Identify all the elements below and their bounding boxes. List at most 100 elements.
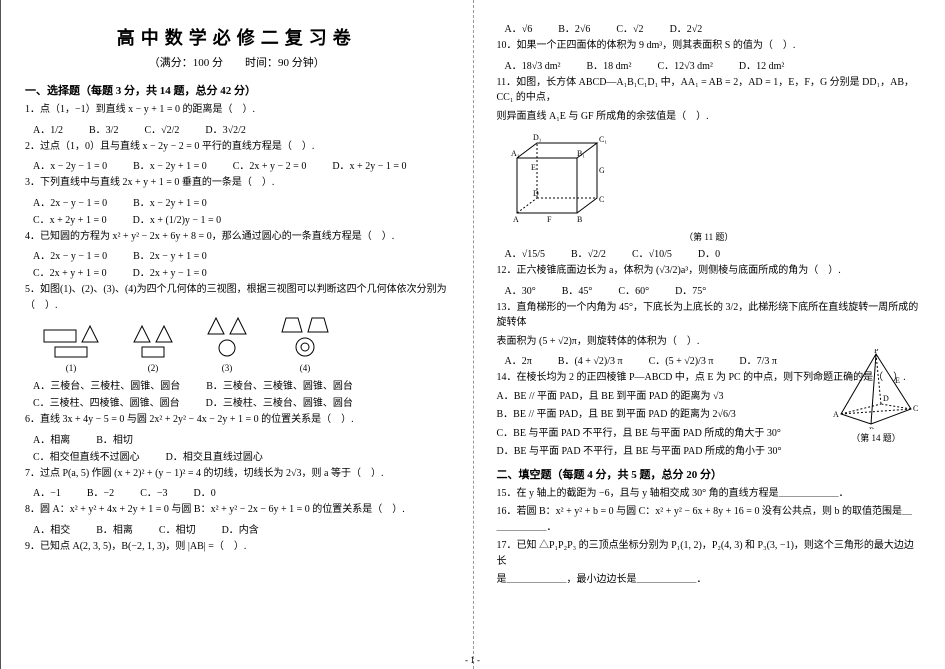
q11-options: A．√15/5 B．√2/2 C．√10/5 D．0 xyxy=(505,245,922,260)
svg-text:A₁: A₁ xyxy=(511,149,520,158)
svg-text:D: D xyxy=(883,394,889,403)
q12-opt-c: C．60° xyxy=(618,282,649,297)
figure-3: (3) xyxy=(207,317,247,373)
q14-opt-d: D．BE 与平面 PAD 不平行，且 BE 与平面 PAD 所成的角小于 30° xyxy=(497,444,922,460)
q4-opt-a: A．2x − y − 1 = 0 xyxy=(33,247,107,262)
rect-icon xyxy=(141,346,165,358)
svg-text:B: B xyxy=(869,426,874,429)
svg-text:C: C xyxy=(913,404,918,413)
q5-options-2: C．三棱柱、四棱锥、圆锥、圆台 D．三棱柱、三棱台、圆锥、圆台 xyxy=(33,394,449,409)
q12-opt-a: A．30° xyxy=(505,282,536,297)
q13-opt-a: A．2π xyxy=(505,352,532,367)
fig4-label: (4) xyxy=(300,363,311,373)
svg-text:B₁: B₁ xyxy=(577,149,585,158)
q2-opt-c: C．2x + y − 2 = 0 xyxy=(233,157,307,172)
q11-caption: （第 11 题） xyxy=(497,230,922,243)
q14: 14．在棱长均为 2 的正四棱锥 P—ABCD 中，点 E 为 PC 的中点，则… xyxy=(497,370,922,386)
q1-opt-a: A．1/2 xyxy=(33,121,63,136)
q4: 4．已知圆的方程为 x² + y² − 2x + 6y + 8 = 0，那么通过… xyxy=(25,229,449,245)
q6-opt-a: A．相离 xyxy=(33,431,70,446)
ring-icon xyxy=(294,336,316,358)
section-2-head: 二、填空题（每题 4 分，共 5 题，总分 20 分） xyxy=(497,466,922,482)
q5-opt-c: C．三棱柱、四棱锥、圆锥、圆台 xyxy=(33,394,180,409)
q6-opt-c: C．相交但直线不过圆心 xyxy=(33,448,140,463)
q1: 1．点（1，−1）到直线 x − y + 1 = 0 的距离是（ ）. xyxy=(25,102,449,118)
time-limit: 时间：90 分钟） xyxy=(245,57,325,69)
circle-icon xyxy=(217,338,237,358)
q8: 8．圆 A：x² + y² + 4x + 2y + 1 = 0 与圆 B：x² … xyxy=(25,502,449,518)
svg-text:D: D xyxy=(533,189,539,198)
q8-opt-d: D．内含 xyxy=(222,521,259,536)
q8-opt-c: C．相切 xyxy=(159,521,196,536)
trapezoid-icon xyxy=(307,317,329,333)
q13-line1: 13．直角梯形的一个内角为 45°，下底长为上底长的 3/2，此梯形绕下底所在直… xyxy=(497,300,922,331)
q8-opt-b: B．相离 xyxy=(96,521,133,536)
q4-options-2: C．2x + y + 1 = 0 D．2x + y − 1 = 0 xyxy=(33,264,449,279)
q2-opt-b: B．x − 2y + 1 = 0 xyxy=(133,157,207,172)
triangle-icon xyxy=(155,325,173,343)
q9: 9．已知点 A(2, 3, 5)，B(−2, 1, 3)，则 |AB| =（ ）… xyxy=(25,539,449,555)
q3-opt-d: D．x + (1/2)y − 1 = 0 xyxy=(133,211,222,226)
q13-opt-b: B．(4 + √2)/3 π xyxy=(558,352,623,367)
q8-options: A．相交 B．相离 C．相切 D．内含 xyxy=(33,521,449,536)
q8-opt-a: A．相交 xyxy=(33,521,70,536)
q17-line2: 是＿＿＿＿＿＿，最小边边长是＿＿＿＿＿＿． xyxy=(497,572,922,588)
q3: 3．下列直线中与直线 2x + y + 1 = 0 垂直的一条是（ ）. xyxy=(25,175,449,191)
q10-options: A．18√3 dm² B．18 dm² C．12√3 dm² D．12 dm² xyxy=(505,57,922,72)
q4-opt-d: D．2x + y − 1 = 0 xyxy=(133,264,207,279)
svg-text:D₁: D₁ xyxy=(533,133,542,142)
right-column: A．√6 B．2√6 C．√2 D．2√2 10．如果一个正四面体的体积为 9 … xyxy=(473,0,945,669)
q9-opt-a: A．√6 xyxy=(505,20,533,35)
q11-opt-a: A．√15/5 xyxy=(505,245,546,260)
triangle-icon xyxy=(207,317,225,335)
q9-options: A．√6 B．2√6 C．√2 D．2√2 xyxy=(505,20,922,35)
q5-opt-a: A．三棱台、三棱柱、圆锥、圆台 xyxy=(33,377,180,392)
q5-options-1: A．三棱台、三棱柱、圆锥、圆台 B．三棱台、三棱锥、圆锥、圆台 xyxy=(33,377,449,392)
triangle-icon xyxy=(81,325,99,343)
q4-options-1: A．2x − y − 1 = 0 B．2x − y + 1 = 0 xyxy=(33,247,449,262)
q3-options-1: A．2x − y − 1 = 0 B．x − 2y + 1 = 0 xyxy=(33,194,449,209)
q7-opt-c: C．−3 xyxy=(140,484,167,499)
svg-text:P: P xyxy=(874,349,879,355)
q7-opt-d: D．0 xyxy=(194,484,216,499)
left-column: 高中数学必修二复习卷 （满分：100 分 时间：90 分钟） 一、选择题（每题 … xyxy=(0,0,473,669)
cube-icon: A B C D A₁ B₁ C₁ D₁ F G E xyxy=(497,128,607,228)
q5-opt-d: D．三棱柱、三棱台、圆锥、圆台 xyxy=(206,394,353,409)
q2: 2．过点（1，0）且与直线 x − 2y − 2 = 0 平行的直线方程是（ ）… xyxy=(25,139,449,155)
exam-subtitle: （满分：100 分 时间：90 分钟） xyxy=(25,54,449,70)
fig3-label: (3) xyxy=(222,363,233,373)
exam-title: 高中数学必修二复习卷 xyxy=(25,24,449,50)
q2-options: A．x − 2y − 1 = 0 B．x − 2y + 1 = 0 C．2x +… xyxy=(33,157,449,172)
q3-opt-c: C．x + 2y + 1 = 0 xyxy=(33,211,107,226)
q12: 12．正六棱锥底面边长为 a，体积为 (√3/2)a³，则侧棱与底面所成的角为（… xyxy=(497,263,922,279)
q11-opt-c: C．√10/5 xyxy=(632,245,672,260)
q7: 7．过点 P(a, 5) 作圆 (x + 2)² + (y − 1)² = 4 … xyxy=(25,466,449,482)
q1-opt-c: C．√2/2 xyxy=(144,121,179,136)
q5: 5．如图(1)、(2)、(3)、(4)为四个几何体的三视图，根据三视图可以判断这… xyxy=(25,282,449,313)
q5-figures: (1) (2) (3) xyxy=(43,317,449,373)
q3-opt-a: A．2x − y − 1 = 0 xyxy=(33,194,107,209)
rect-icon xyxy=(43,329,77,343)
q17-line1: 17．已知 △P₁P₂P₃ 的三顶点坐标分别为 P₁(1, 2)，P₂(4, 3… xyxy=(497,538,922,569)
q11-figure: A B C D A₁ B₁ C₁ D₁ F G E （第 11 题） xyxy=(497,128,922,243)
q11-line1: 11．如图，长方体 ABCD—A₁B₁C₁D₁ 中，AA₁ = AB = 2，A… xyxy=(497,75,922,106)
q2-opt-a: A．x − 2y − 1 = 0 xyxy=(33,157,107,172)
q5-opt-b: B．三棱台、三棱锥、圆锥、圆台 xyxy=(206,377,353,392)
q9-opt-b: B．2√6 xyxy=(558,20,590,35)
figure-1: (1) xyxy=(43,325,99,373)
q15: 15．在 y 轴上的截距为 −6，且与 y 轴相交成 30° 角的直线方程是＿＿… xyxy=(497,486,922,502)
svg-text:C: C xyxy=(599,195,604,204)
svg-text:A: A xyxy=(833,410,839,419)
q12-opt-d: D．75° xyxy=(675,282,706,297)
q10-opt-b: B．18 dm² xyxy=(587,57,632,72)
svg-text:A: A xyxy=(513,215,519,224)
q11-opt-b: B．√2/2 xyxy=(571,245,606,260)
q1-options: A．1/2 B．3/2 C．√2/2 D．3√2/2 xyxy=(33,121,449,136)
q7-opt-b: B．−2 xyxy=(87,484,114,499)
page-number: - 1 - xyxy=(0,655,945,665)
q12-options: A．30° B．45° C．60° D．75° xyxy=(505,282,922,297)
q10-opt-c: C．12√3 dm² xyxy=(657,57,712,72)
q10-opt-a: A．18√3 dm² xyxy=(505,57,561,72)
q16: 16．若圆 B：x² + y² + b = 0 与圆 C：x² + y² − 6… xyxy=(497,504,922,535)
q10: 10．如果一个正四面体的体积为 9 dm³，则其表面积 S 的值为（ ）. xyxy=(497,38,922,54)
